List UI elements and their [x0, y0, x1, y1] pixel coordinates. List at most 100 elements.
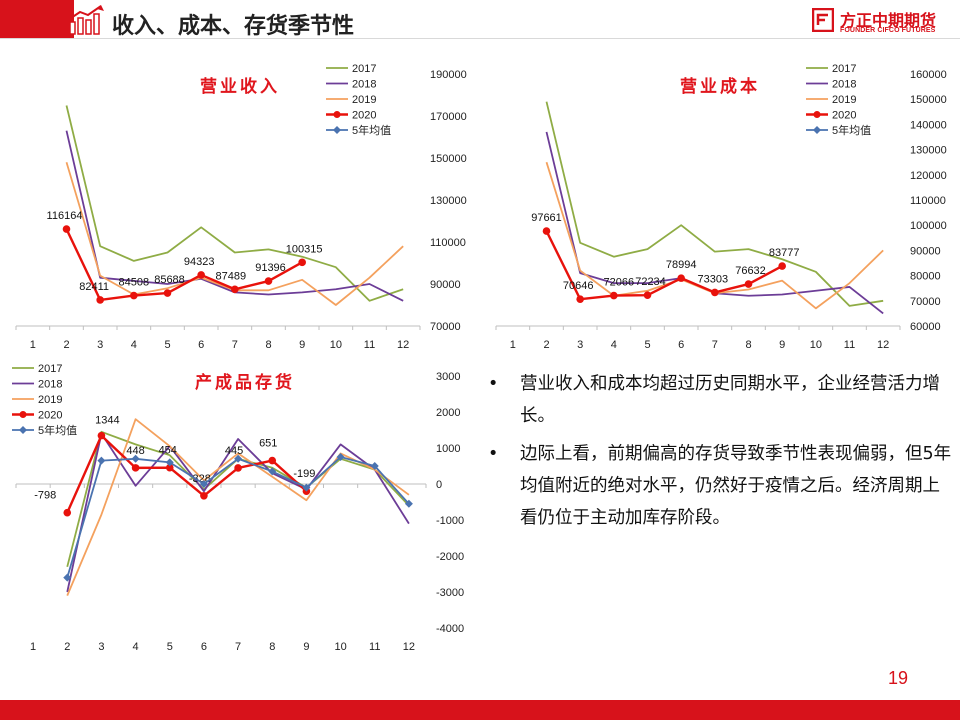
legend-label: 2017: [38, 363, 62, 375]
x-axis-tick-label: 1: [510, 339, 516, 351]
x-axis-tick-label: 11: [364, 339, 375, 351]
x-axis-tick-label: 6: [201, 641, 207, 653]
legend-label: 5年均值: [352, 123, 391, 137]
legend-label: 5年均值: [38, 423, 77, 437]
legend-marker: [813, 111, 821, 118]
series-2017: [65, 105, 404, 302]
legend-label: 2018: [38, 379, 62, 391]
data-label: 445: [225, 445, 243, 457]
data-point: [200, 492, 208, 500]
data-point: [62, 225, 71, 233]
y-axis-tick-label: 1000: [436, 443, 460, 455]
series-2020: [63, 431, 311, 517]
page-title: 收入、成本、存货季节性: [112, 14, 355, 39]
series-2017: [545, 101, 884, 307]
data-point: [234, 454, 243, 463]
x-axis-tick-label: 11: [369, 641, 380, 653]
legend-marker: [813, 126, 821, 134]
y-axis-tick-label: -3000: [436, 587, 464, 599]
legend-label: 2019: [832, 94, 856, 106]
y-axis-tick-label: 2000: [436, 407, 460, 419]
series-line: [65, 228, 303, 302]
data-point: [576, 295, 584, 303]
y-axis-tick-label: 70000: [910, 296, 941, 308]
legend-label: 2017: [352, 63, 376, 75]
bullet-marker: •: [488, 444, 499, 464]
x-axis-tick-label: 1: [30, 641, 36, 653]
series-2020: [542, 227, 786, 303]
x-axis-tick-label: 8: [745, 339, 751, 351]
y-axis-tick-label: 90000: [910, 245, 941, 257]
header-red-band: [0, 0, 74, 38]
legend-label: 2020: [832, 110, 856, 122]
data-label: 72066: [604, 277, 635, 289]
data-point: [63, 573, 72, 582]
series-5年均值: [63, 453, 413, 582]
footer-red-band: [0, 700, 960, 720]
y-axis-tick-label: 160000: [910, 69, 947, 81]
data-point: [199, 480, 208, 488]
legend-label: 2018: [832, 79, 856, 91]
y-axis-tick-label: 0: [436, 479, 442, 491]
bullet-item: • 营业收入和成本均超过历史同期水平，企业经营活力增长。: [482, 368, 952, 432]
series-2018: [545, 131, 884, 315]
bullet-marker: •: [488, 374, 499, 394]
logo-chinese-text: 方正中期期货: [840, 11, 937, 30]
y-axis-tick-label: 110000: [910, 195, 946, 207]
x-axis-tick-label: 2: [63, 339, 69, 351]
series-line: [66, 432, 410, 593]
data-point: [643, 291, 652, 299]
y-axis-tick-label: 100000: [910, 220, 947, 232]
legend-marker: [333, 111, 341, 118]
legend-label: 2018: [352, 79, 376, 91]
series-2018: [66, 432, 410, 593]
legend-label: 2019: [352, 94, 376, 106]
y-axis-tick-label: 170000: [430, 111, 467, 123]
x-axis-tick-label: 11: [844, 339, 855, 351]
y-axis-tick-label: 80000: [910, 271, 941, 283]
series-line: [66, 434, 308, 514]
series-line: [545, 131, 884, 315]
data-label: 1344: [95, 415, 119, 427]
x-axis-tick-label: 7: [232, 339, 238, 351]
data-point: [711, 288, 719, 297]
y-axis-tick-label: 130000: [430, 195, 467, 207]
data-label: -798: [34, 490, 56, 502]
data-point: [268, 467, 277, 476]
series-2019: [66, 418, 410, 596]
data-label: 94323: [184, 256, 215, 268]
x-axis-tick-label: 9: [303, 641, 309, 653]
x-axis-tick-label: 8: [269, 641, 275, 653]
y-axis-tick-label: 110000: [430, 237, 466, 249]
x-axis-tick-label: 10: [330, 339, 342, 351]
x-axis-tick-label: 4: [133, 641, 139, 653]
x-axis-tick-label: 4: [611, 339, 617, 351]
company-logo: 方正中期期货 FOUNDER CIFCO FUTURES: [812, 7, 946, 37]
legend-label: 2020: [352, 110, 376, 122]
data-point: [165, 463, 174, 472]
series-2020: [62, 225, 306, 304]
data-label: 83777: [769, 247, 800, 259]
y-axis-tick-label: 130000: [910, 145, 947, 157]
data-label: 82411: [79, 281, 109, 293]
page-number: 19: [888, 668, 909, 688]
bullet-text: 边际上看，前期偏高的存货导致季节性表现偏弱，但5年均值附近的绝对水平，仍然好于疫…: [520, 444, 952, 528]
data-label: -328: [189, 473, 211, 485]
data-label: 73303: [698, 273, 729, 285]
x-axis-tick-label: 4: [131, 339, 137, 351]
legend-marker: [19, 411, 27, 418]
data-label: 454: [159, 445, 177, 457]
series-line: [66, 456, 410, 578]
series-line: [545, 101, 884, 307]
bullet-item: • 边际上看，前期偏高的存货导致季节性表现偏弱，但5年均值附近的绝对水平，仍然好…: [482, 438, 952, 534]
data-label: 651: [259, 438, 277, 450]
x-axis-tick-label: 2: [543, 339, 549, 351]
legend-label: 2020: [38, 410, 62, 422]
data-point: [264, 277, 273, 285]
data-point: [231, 285, 239, 294]
data-point: [778, 262, 786, 270]
data-point: [234, 464, 242, 472]
legend-label: 2017: [832, 63, 856, 75]
data-label: 116164: [47, 210, 83, 222]
